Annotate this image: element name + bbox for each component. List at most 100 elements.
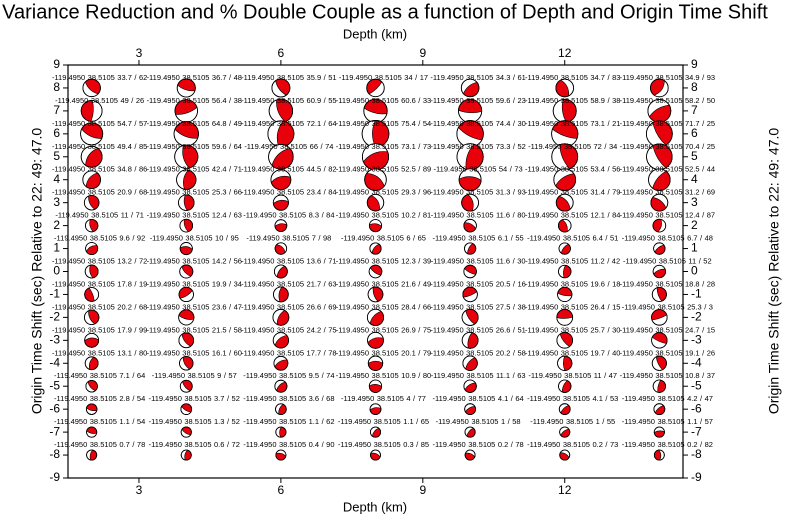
point-label-part: 47 xyxy=(609,371,617,380)
point-label-part: 38.5105 xyxy=(182,73,209,82)
point-label-part: 60.6 xyxy=(401,96,416,105)
point-label: -119.4950 38.5105 27.5/38 xyxy=(430,302,525,311)
beachball xyxy=(460,78,480,98)
point-label-part: 10 xyxy=(215,234,223,243)
point-label-part: 55 xyxy=(515,234,523,243)
beachball-outline xyxy=(653,403,666,416)
point-label-part: 38.5105 xyxy=(279,371,306,380)
y-tick-label: -7 xyxy=(49,424,60,438)
beachball-outline xyxy=(366,308,385,326)
y-tick-label-right: -1 xyxy=(691,287,702,301)
point-label-part: 38.5105 xyxy=(90,417,117,426)
beachball-outline xyxy=(272,309,290,326)
point-label-part: / xyxy=(418,371,421,380)
point-label-part: 42 xyxy=(612,256,620,265)
x-tick-label: 6 xyxy=(278,483,285,497)
x-tick-label-top: 9 xyxy=(419,46,426,60)
point-label-part: 19.7 xyxy=(590,348,605,357)
beachball xyxy=(179,379,193,393)
point-label-part: -119.4950 xyxy=(525,119,558,128)
beachball xyxy=(369,403,382,416)
point-label-part: -119.4950 xyxy=(246,234,279,243)
point-label-part: 38.5105 xyxy=(468,234,495,243)
beachball xyxy=(458,168,482,192)
point-label-part: -119.4950 xyxy=(52,279,85,288)
point-label-part: 38.5105 xyxy=(466,142,493,151)
point-label-part: / xyxy=(607,73,610,82)
point-label-part: 26 xyxy=(707,348,715,357)
point-label-part: 84 xyxy=(326,211,334,220)
point-label-part: 38.5105 xyxy=(655,371,682,380)
point-label: -119.4950 38.5105 6.7/48 xyxy=(622,234,713,243)
point-label-part: 38.5105 xyxy=(182,165,209,174)
point-label-part: 34 xyxy=(609,142,617,151)
point-label-part: 38.5105 xyxy=(279,440,306,449)
point-label-part: / xyxy=(513,325,516,334)
point-label: -119.4950 38.5105 44.5/82 xyxy=(241,165,336,174)
point-label-part: 68 xyxy=(139,188,147,197)
point-label: -119.4950 38.5105 34.9/93 xyxy=(620,73,715,82)
point-label: -119.4950 38.5105 33.7/62 xyxy=(52,73,147,82)
point-label-part: / xyxy=(324,73,327,82)
point-label-part: 48 xyxy=(234,73,242,82)
y-tick-label: -6 xyxy=(49,401,60,415)
point-label-part: / xyxy=(229,256,232,265)
beachball-outline xyxy=(652,264,666,279)
beachball xyxy=(651,286,667,302)
point-label-part: -119.4950 xyxy=(147,279,180,288)
point-label-part: -119.4950 xyxy=(243,371,276,380)
beachball-outline xyxy=(558,242,571,255)
point-label-part: / xyxy=(513,279,516,288)
point-label-part: / xyxy=(418,211,421,220)
beachball xyxy=(370,449,381,461)
point-label-part: 38.5105 xyxy=(88,188,115,197)
beachball xyxy=(178,332,195,349)
point-label-part: 95 xyxy=(230,234,238,243)
beachball-outline xyxy=(556,309,574,326)
point-label-part: 38.5105 xyxy=(372,302,399,311)
beachball xyxy=(646,143,673,170)
y-tick-label: 1 xyxy=(53,241,60,255)
point-label: -119.4950 38.5105 20.2/68 xyxy=(52,302,147,311)
point-label-part: / xyxy=(229,279,232,288)
beachball xyxy=(179,356,194,371)
beachball-outline xyxy=(463,264,477,279)
point-label-part: 38.5105 xyxy=(657,394,684,403)
point-label-part: -119.4950 xyxy=(436,417,469,426)
point-label-part: -119.4950 xyxy=(241,165,274,174)
point-label-part: 55 xyxy=(328,96,336,105)
point-label-part: 61 xyxy=(517,73,525,82)
beachball-outline xyxy=(370,449,381,461)
beachball xyxy=(273,264,288,279)
beachball xyxy=(84,356,99,371)
x-tick-label: 9 xyxy=(419,483,426,497)
y-tick-label-right: -8 xyxy=(691,447,702,461)
point-label-part: 55 xyxy=(607,417,615,426)
point-label-part: 58.2 xyxy=(685,96,700,105)
point-label-part: / xyxy=(418,279,421,288)
point-label-part: 49 xyxy=(423,279,431,288)
point-label: -119.4950 38.5105 6.4/51 xyxy=(527,234,618,243)
point-label: -119.4950 38.5105 74.4/30 xyxy=(430,119,525,128)
point-label: -119.4950 38.5105 0.2/73 xyxy=(527,440,618,449)
point-label-part: -119.4950 xyxy=(241,119,274,128)
beachball xyxy=(272,194,289,211)
point-label-part: 59.6 xyxy=(496,96,511,105)
point-label-part: -119.4950 xyxy=(241,348,274,357)
point-label: -119.4950 38.5105 0.2/82 xyxy=(622,440,713,449)
point-label-part: -119.4950 xyxy=(55,96,88,105)
point-label-part: 38.5105 xyxy=(90,371,117,380)
point-label-part: -119.4950 xyxy=(52,188,85,197)
point-label-part: / xyxy=(700,440,703,449)
beachball-outline xyxy=(86,426,98,438)
beachball xyxy=(274,379,288,393)
point-label-part: 38.5105 xyxy=(655,348,682,357)
point-label-part: 63 xyxy=(517,371,525,380)
point-label-part: -119.4950 xyxy=(525,279,558,288)
point-label-part: / xyxy=(607,165,610,174)
point-label-part: / xyxy=(227,440,230,449)
point-label: -119.4950 38.5105 52.5/89 xyxy=(336,165,431,174)
point-label: -119.4950 38.5105 36.7/48 xyxy=(147,73,242,82)
point-label-part: 38.5105 xyxy=(466,73,493,82)
beachball-outline xyxy=(460,78,480,98)
